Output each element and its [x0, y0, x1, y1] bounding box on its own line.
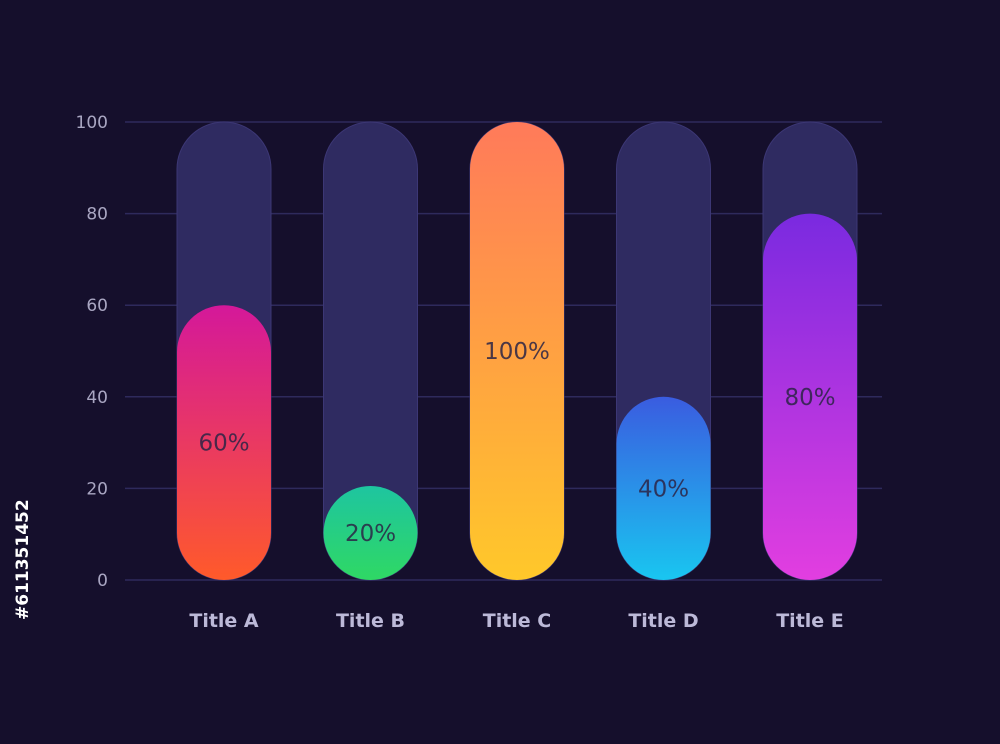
- x-category-label: Title A: [189, 610, 259, 632]
- y-tick-label: 100: [76, 113, 108, 133]
- y-tick-label: 80: [86, 205, 108, 225]
- bar-layer: [177, 122, 857, 580]
- bar-value-label: 80%: [784, 385, 835, 411]
- y-tick-label: 0: [97, 571, 108, 591]
- y-tick-label: 20: [86, 479, 108, 499]
- bar-title-e: [763, 213, 857, 580]
- bar-title-c: [470, 122, 564, 580]
- y-tick-label: 40: [86, 388, 108, 408]
- x-category-label: Title D: [628, 610, 698, 632]
- x-category-label: Title C: [483, 610, 552, 632]
- bar-title-d: [616, 396, 711, 580]
- bar-title-b: [323, 486, 418, 580]
- x-category-label: Title B: [336, 610, 405, 632]
- bar-value-label: 40%: [638, 476, 689, 502]
- stock-id-text: #611351452: [13, 499, 33, 620]
- bar-title-a: [177, 305, 271, 580]
- label-layer: 0 20 40 60 80 100 60% Title A 20% Title B 100% Titl…: [76, 113, 844, 632]
- bar-value-label: 60%: [198, 431, 249, 457]
- bar-value-label: 100%: [484, 339, 550, 365]
- y-tick-label: 60: [86, 296, 108, 316]
- x-category-label: Title E: [776, 610, 844, 632]
- bar-value-label: 20%: [345, 521, 396, 547]
